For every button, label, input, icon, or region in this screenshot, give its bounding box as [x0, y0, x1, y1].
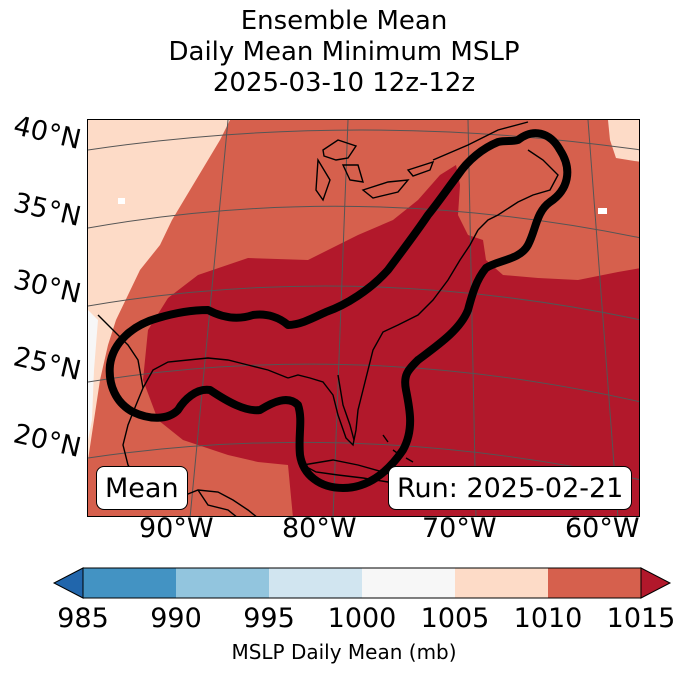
map-svg	[88, 120, 639, 516]
title-line-3: 2025-03-10 12z-12z	[212, 68, 476, 98]
colorbar-frame	[82, 567, 642, 599]
colorbar-tick-1015: 1015	[606, 603, 676, 634]
colorbar-bin-990-995	[176, 568, 269, 598]
colorbar-tick-1005: 1005	[420, 603, 490, 634]
colorbar-bin-985-990	[83, 568, 176, 598]
title-line-1: Ensemble Mean	[240, 6, 448, 36]
colorbar-bin-1000-1005	[362, 568, 455, 598]
lon-label-80w: 80°W	[282, 513, 357, 544]
field-over-1015	[143, 165, 639, 516]
colorbar-over-arrow	[640, 567, 672, 599]
colorbar-bin-995-1000	[269, 568, 362, 598]
colorbar-bin-1010-1015	[548, 568, 641, 598]
colorbar	[52, 567, 672, 599]
annotation-run-date: Run: 2025-02-21	[388, 466, 633, 510]
lon-label-90w: 90°W	[139, 513, 214, 544]
lat-label-25: 25°N	[10, 341, 84, 387]
field-1000-1005-west	[88, 310, 98, 440]
colorbar-tick-985: 985	[57, 603, 109, 634]
map-panel	[87, 119, 640, 517]
annotation-mean: Mean	[96, 466, 188, 510]
lon-label-70w: 70°W	[422, 513, 497, 544]
colorbar-tick-995: 995	[243, 603, 295, 634]
colorbar-bin-1005-1010	[455, 568, 548, 598]
lat-label-40: 40°N	[10, 110, 84, 156]
mslp-contour	[105, 129, 572, 492]
colorbar-under-arrow	[52, 567, 84, 599]
lat-label-35: 35°N	[10, 187, 84, 233]
colorbar-label: MSLP Daily Mean (mb)	[231, 640, 457, 664]
lon-label-60w: 60°W	[565, 513, 640, 544]
field-speck-2	[598, 208, 607, 214]
colorbar-tick-1000: 1000	[327, 603, 397, 634]
title-line-2: Daily Mean Minimum MSLP	[168, 37, 520, 67]
lat-label-20: 20°N	[10, 418, 84, 464]
colorbar-tick-1010: 1010	[513, 603, 583, 634]
colorbar-tick-990: 990	[150, 603, 202, 634]
chart-title: Ensemble Mean Daily Mean Minimum MSLP 20…	[0, 6, 688, 99]
field-speck-1	[118, 198, 125, 204]
field-1005-1010-ne	[608, 120, 639, 162]
graticule	[88, 120, 639, 516]
field-1005-1010-west	[88, 120, 230, 460]
lat-label-30: 30°N	[10, 264, 84, 310]
field-speck-3	[624, 153, 634, 159]
